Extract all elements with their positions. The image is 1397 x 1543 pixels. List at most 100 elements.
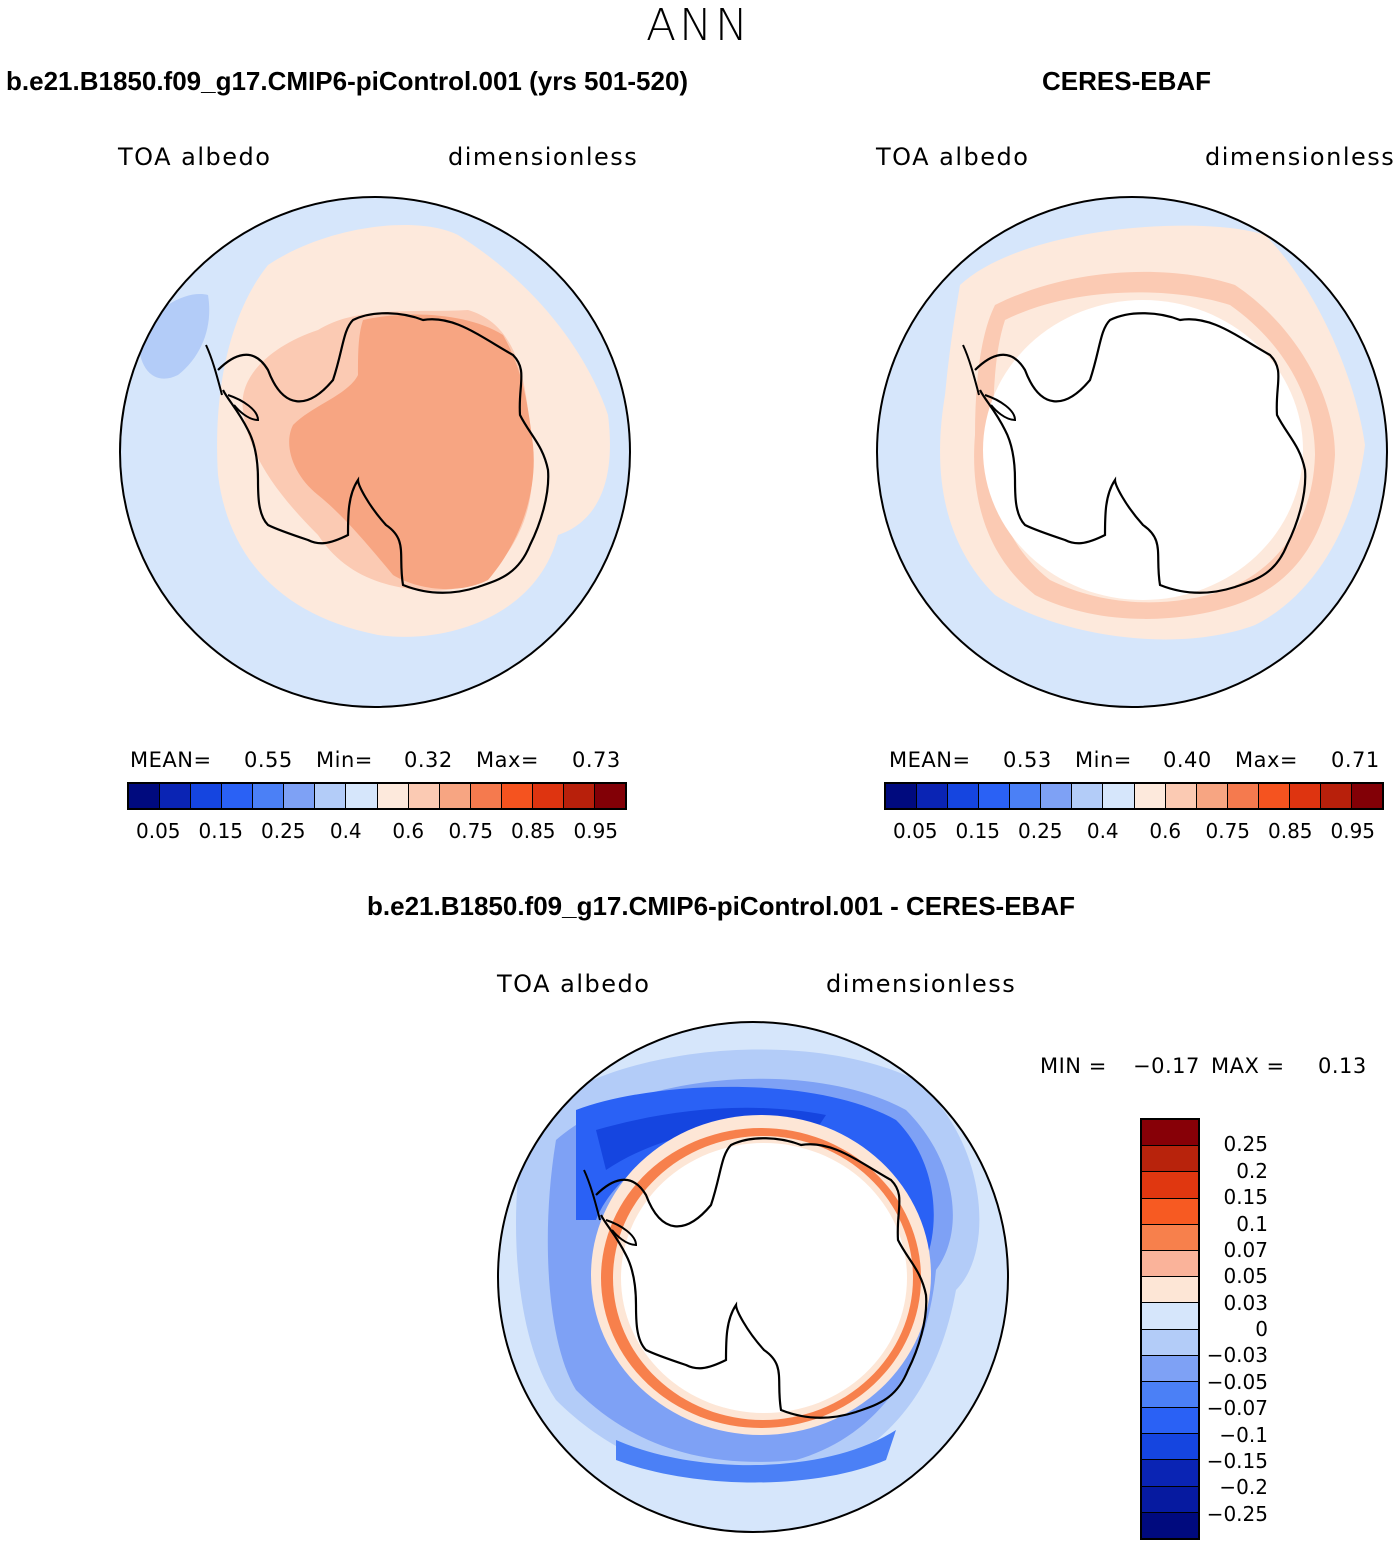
- model-max-value: 0.73: [572, 748, 621, 772]
- model-colorbar-swatch: [315, 784, 347, 808]
- obs-colorbar-swatch: [1320, 784, 1352, 808]
- obs-colorbar-swatch: [1289, 784, 1321, 808]
- diff-colorbar-ticks: 0.25 0.2 0.15 0.1 0.07 0.05 0.03 0 −0.03 −0.05 −0.…: [1206, 1118, 1286, 1540]
- model-peninsula-outline: [205, 344, 260, 422]
- diff-colorbar-tick-label: −0.25: [1206, 1501, 1268, 1526]
- obs-colorbar-tick-label: 0.15: [955, 819, 1001, 843]
- diff-colorbar-tick-label: 0.03: [1223, 1290, 1268, 1315]
- diff-colorbar-swatch: [1142, 1146, 1198, 1173]
- obs-colorbar-swatch: [1010, 784, 1042, 808]
- diff-no-data-region: [621, 1143, 907, 1413]
- model-antarctica-coastline: [217, 312, 550, 594]
- obs-colorbar-tick-label: 0.95: [1330, 819, 1376, 843]
- model-min-label: Min=: [316, 748, 373, 772]
- diff-colorbar-swatch: [1142, 1329, 1198, 1356]
- obs-colorbar-swatch: [1072, 784, 1104, 808]
- season-title: ANN: [646, 0, 751, 51]
- model-colorbar-swatch: [284, 784, 316, 808]
- obs-colorbar-swatch: [948, 784, 980, 808]
- obs-colorbar-tick-label: 0.25: [1017, 819, 1063, 843]
- diff-colorbar-swatch: [1142, 1486, 1198, 1513]
- diff-colorbar-swatch: [1142, 1381, 1198, 1409]
- model-colorbar-swatch: [501, 784, 533, 808]
- model-colorbar-swatch: [129, 784, 161, 808]
- obs-colorbar-tick-label: 0.6: [1149, 819, 1182, 843]
- model-colorbar-swatch: [222, 784, 254, 808]
- diff-peninsula-outline: [583, 1169, 638, 1247]
- model-colorbar-swatch: [253, 784, 285, 808]
- diff-min-label: MIN =: [1040, 1054, 1107, 1078]
- model-colorbar-swatch: [439, 784, 471, 808]
- obs-colorbar-tick-label: 0.05: [892, 819, 938, 843]
- diff-polar-map: [497, 1021, 1009, 1533]
- model-colorbar-swatch: [532, 784, 564, 808]
- diff-colorbar-swatch: [1142, 1303, 1198, 1330]
- obs-colorbar-tick-label: 0.4: [1086, 819, 1119, 843]
- diff-colorbar-swatch: [1142, 1408, 1198, 1435]
- diff-units-label: dimensionless: [826, 970, 1017, 998]
- model-map-frame: [119, 196, 631, 708]
- diff-colorbar-swatch: [1142, 1434, 1198, 1461]
- diff-variable-label: TOA albedo: [497, 970, 651, 998]
- model-colorbar-swatch: [470, 784, 502, 808]
- model-colorbar-swatch: [160, 784, 192, 808]
- obs-no-data-region: [983, 300, 1303, 600]
- model-colorbar-swatch: [594, 784, 625, 808]
- model-variable-label: TOA albedo: [118, 143, 272, 171]
- obs-colorbar-swatch: [1227, 784, 1259, 808]
- model-colorbar-tick-label: 0.75: [448, 819, 494, 843]
- model-colorbar-swatch: [408, 784, 440, 808]
- model-colorbar-swatch: [377, 784, 409, 808]
- diff-map-frame: [497, 1021, 1009, 1533]
- model-albedo-band-0.85: [289, 314, 534, 590]
- obs-panel-title: CERES-EBAF: [1042, 66, 1212, 96]
- diff-colorbar-tick-label: 0.25: [1223, 1132, 1268, 1157]
- diff-colorbar-tick-label: 0: [1255, 1317, 1268, 1341]
- model-colorbar-tick-label: 0.4: [329, 819, 362, 843]
- diff-colorbar-tick-label: −0.03: [1206, 1343, 1268, 1368]
- obs-colorbar-swatch: [1165, 784, 1197, 808]
- model-colorbar-swatch: [563, 784, 595, 808]
- obs-colorbar-ticks: 0.05 0.15 0.25 0.4 0.6 0.75 0.85 0.95: [884, 820, 1384, 842]
- diff-max-label: MAX =: [1211, 1054, 1285, 1078]
- diff-colorbar-swatch: [1142, 1172, 1198, 1199]
- obs-colorbar-swatch: [1134, 784, 1166, 808]
- diff-colorbar-swatch: [1142, 1198, 1198, 1225]
- model-colorbar-swatch: [191, 784, 223, 808]
- model-units-label: dimensionless: [448, 143, 639, 171]
- obs-colorbar-swatch: [979, 784, 1011, 808]
- model-colorbar-swatch: [346, 784, 378, 808]
- diff-colorbar-tick-label: −0.05: [1206, 1369, 1268, 1394]
- model-panel-title: b.e21.B1850.f09_g17.CMIP6-piControl.001 …: [6, 66, 689, 96]
- diff-colorbar-swatch: [1142, 1120, 1198, 1147]
- model-colorbar-tick-label: 0.95: [573, 819, 619, 843]
- model-polar-map: [119, 196, 631, 708]
- diff-min-value: −0.17: [1133, 1054, 1200, 1078]
- diff-colorbar-tick-label: 0.1: [1236, 1211, 1268, 1236]
- obs-max-label: Max=: [1235, 748, 1299, 772]
- model-colorbar-tick-label: 0.05: [135, 819, 181, 843]
- diff-colorbar-tick-label: 0.05: [1223, 1264, 1268, 1289]
- obs-colorbar-swatch: [1103, 784, 1135, 808]
- diff-colorbar-swatch: [1142, 1224, 1198, 1251]
- diff-colorbar-swatch: [1142, 1250, 1198, 1278]
- obs-mean-value: 0.53: [1003, 748, 1052, 772]
- diff-band-minus-0.1-south: [616, 1430, 896, 1483]
- obs-antarctica-coastline: [974, 312, 1307, 594]
- model-colorbar-tick-label: 0.25: [260, 819, 306, 843]
- obs-min-value: 0.40: [1163, 748, 1212, 772]
- diff-colorbar: [1140, 1118, 1200, 1540]
- obs-polar-map: [876, 196, 1388, 708]
- obs-map-frame: [876, 196, 1388, 708]
- obs-colorbar-swatch: [1258, 784, 1290, 808]
- obs-peninsula-outline: [962, 344, 1017, 422]
- model-colorbar-tick-label: 0.15: [198, 819, 244, 843]
- model-mean-value: 0.55: [244, 748, 293, 772]
- diff-colorbar-swatch: [1142, 1512, 1198, 1538]
- diff-colorbar-tick-label: 0.15: [1223, 1185, 1268, 1210]
- obs-colorbar-tick-label: 0.85: [1267, 819, 1313, 843]
- obs-colorbar-swatch: [1041, 784, 1073, 808]
- obs-colorbar: [884, 782, 1384, 810]
- diff-panel-title: b.e21.B1850.f09_g17.CMIP6-piControl.001 …: [367, 891, 1075, 921]
- diff-colorbar-swatch: [1142, 1355, 1198, 1382]
